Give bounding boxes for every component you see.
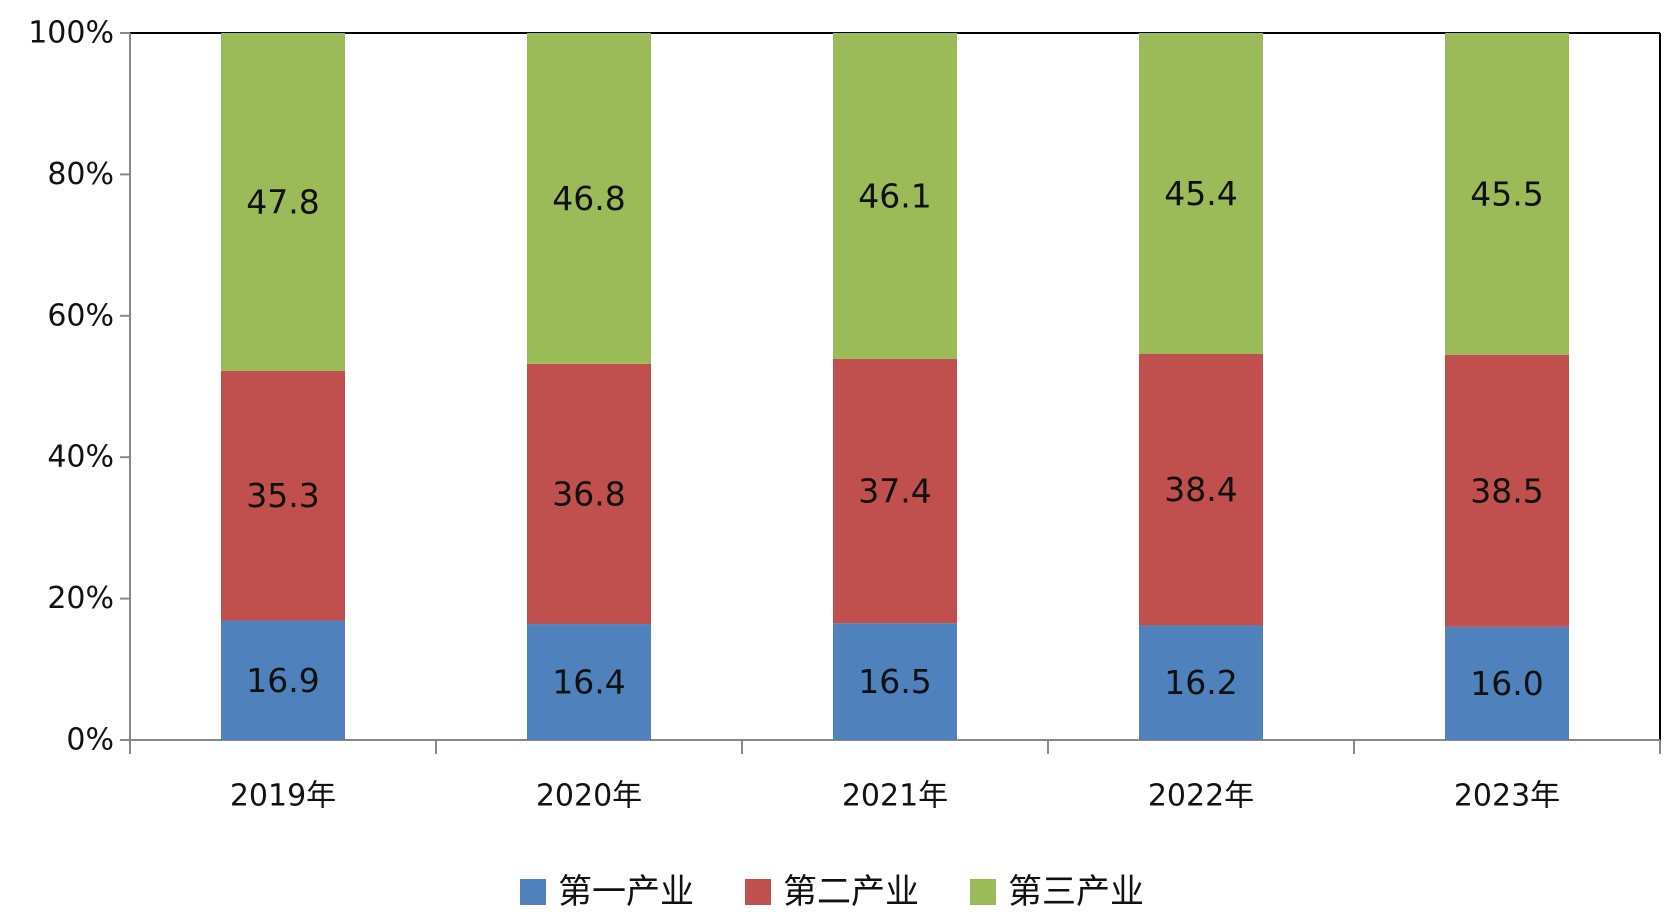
legend-label: 第三产业 xyxy=(1008,872,1144,912)
data-label: 16.5 xyxy=(858,662,931,701)
bar-segment xyxy=(527,624,651,740)
legend-swatch xyxy=(520,879,546,905)
y-tick-label: 0% xyxy=(66,723,114,758)
y-tick-label: 100% xyxy=(28,16,114,51)
bar-segment xyxy=(1139,33,1263,354)
data-label: 16.4 xyxy=(552,663,625,702)
bars-layer: 16.9 35.3 47.8 16.4 36.8 46.8 16.5 37.4 46.1 16.2… xyxy=(221,33,1569,740)
bar-segment xyxy=(1445,354,1569,627)
y-tick-label: 20% xyxy=(47,581,114,616)
data-label: 47.8 xyxy=(246,182,319,221)
data-label: 36.8 xyxy=(552,474,625,513)
bar-segment xyxy=(527,33,651,364)
bar-segment xyxy=(221,33,345,371)
legend: 第一产业 第二产业 第三产业 xyxy=(520,872,1144,912)
legend-label: 第二产业 xyxy=(783,872,919,912)
legend-swatch xyxy=(970,879,996,905)
x-tick-label: 2019年 xyxy=(230,779,336,814)
bar-segment xyxy=(833,358,957,624)
legend-label: 第一产业 xyxy=(558,872,694,912)
bar-segment xyxy=(1139,353,1263,626)
data-label: 35.3 xyxy=(246,476,319,515)
x-axis-ticks: 2019年 2020年 2021年 2022年 2023年 xyxy=(129,740,1661,814)
bar-segment xyxy=(221,620,345,740)
x-tick-label: 2022年 xyxy=(1148,779,1254,814)
y-tick-label: 60% xyxy=(47,298,114,333)
bar-segment xyxy=(221,370,345,621)
data-label: 45.4 xyxy=(1164,174,1237,213)
data-label: 46.1 xyxy=(858,176,931,215)
data-label: 37.4 xyxy=(858,472,931,511)
x-tick-label: 2020年 xyxy=(536,779,642,814)
legend-swatch xyxy=(745,879,771,905)
y-axis-ticks: 0% 20% 40% 60% 80% 100% xyxy=(28,16,130,758)
data-label: 16.0 xyxy=(1470,664,1543,703)
bar-segment xyxy=(1139,625,1263,740)
bar-segment xyxy=(1445,33,1569,355)
bar-segment xyxy=(527,363,651,625)
bar-segment xyxy=(1445,626,1569,740)
bar-segment xyxy=(833,33,957,359)
y-tick-label: 40% xyxy=(47,440,114,475)
data-label: 16.2 xyxy=(1164,663,1237,702)
data-label: 16.9 xyxy=(246,661,319,700)
data-label: 46.8 xyxy=(552,179,625,218)
x-tick-label: 2023年 xyxy=(1454,779,1560,814)
data-label: 38.4 xyxy=(1164,470,1237,509)
data-label: 45.5 xyxy=(1470,174,1543,213)
bar-segment xyxy=(833,623,957,740)
data-label: 38.5 xyxy=(1470,471,1543,510)
y-tick-label: 80% xyxy=(47,157,114,192)
x-tick-label: 2021年 xyxy=(842,779,948,814)
